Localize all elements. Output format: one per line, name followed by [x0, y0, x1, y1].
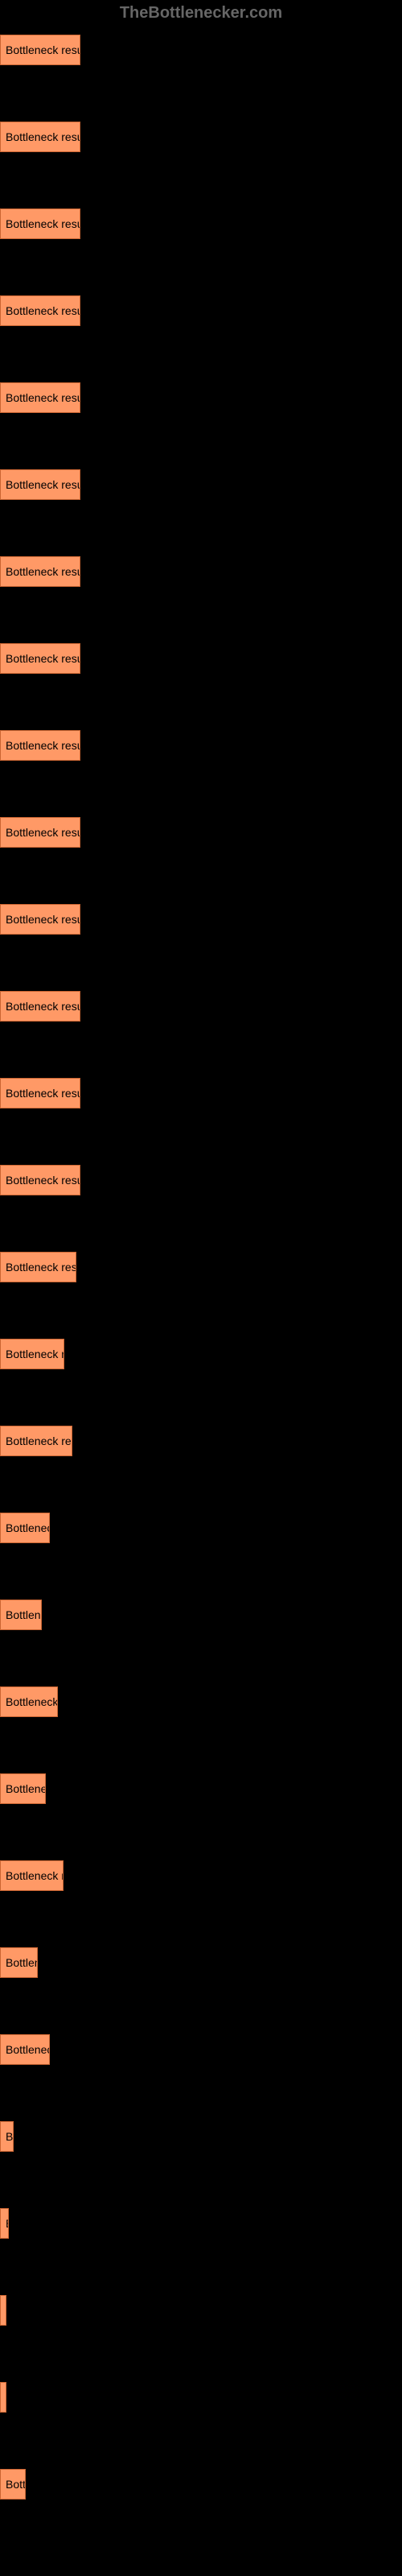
bar-row: Bottleneck result: [0, 295, 402, 326]
bar-row: Bottleneck result: [0, 817, 402, 848]
bar-row: Bottleneck r: [0, 1686, 402, 1717]
chart-bar: Bottleneck result: [0, 35, 80, 65]
bar-row: [0, 2382, 402, 2413]
bar-row: Bottleneck re: [0, 1339, 402, 1369]
bar-row: Bottleneck result: [0, 904, 402, 935]
chart-bar: Bottleneck result: [0, 817, 80, 848]
chart-bar: Bottleneck r: [0, 1686, 58, 1717]
chart-bar: Bottleneck: [0, 1513, 50, 1543]
bar-row: Bottleneck result: [0, 35, 402, 65]
chart-bar: Bottleneck result: [0, 904, 80, 935]
chart-bar: Bottlenec: [0, 1773, 46, 1804]
bar-row: Bottleneck resu: [0, 1426, 402, 1456]
chart-bar: Bottleneck result: [0, 1078, 80, 1108]
chart-bar: Bottl: [0, 2469, 26, 2500]
chart-bar: Bottlen: [0, 1947, 38, 1978]
chart-bar: B: [0, 2208, 9, 2239]
bar-row: Bottleneck: [0, 2034, 402, 2065]
bar-row: Bottleneck result: [0, 208, 402, 239]
chart-bar: [0, 2382, 6, 2413]
chart-bar: Bottleneck result: [0, 295, 80, 326]
chart-bar: Bottleneck result: [0, 730, 80, 761]
bar-row: Bottleneck result: [0, 1252, 402, 1282]
bar-row: Bottleneck result: [0, 469, 402, 500]
chart-bar: [0, 2295, 6, 2326]
bar-row: Bottleneck result: [0, 1165, 402, 1195]
chart-bar: Bottleneck re: [0, 1860, 64, 1891]
bar-row: Bottleneck result: [0, 382, 402, 413]
chart-bar: Bo: [0, 2121, 14, 2152]
chart-bar: Bottleneck result: [0, 122, 80, 152]
bar-row: Bottleneck: [0, 1513, 402, 1543]
chart-bar: Bottleneck: [0, 2034, 50, 2065]
site-header: TheBottlenecker.com: [0, 0, 402, 27]
chart-bar: Bottleneck result: [0, 1165, 80, 1195]
chart-bar: Bottleneck result: [0, 469, 80, 500]
bar-row: Bottl: [0, 2469, 402, 2500]
bar-row: Bottlenec: [0, 1773, 402, 1804]
bar-row: Bottleneck result: [0, 991, 402, 1022]
chart-container: Bottleneck result Bottleneck result Bottle…: [0, 27, 402, 2564]
bar-row: Bottleneck result: [0, 1078, 402, 1108]
bar-row: Bo: [0, 2121, 402, 2152]
bar-row: Bottlene: [0, 1600, 402, 1630]
chart-bar: Bottleneck result: [0, 382, 80, 413]
chart-bar: Bottlene: [0, 1600, 42, 1630]
bar-row: B: [0, 2208, 402, 2239]
chart-bar: Bottleneck result: [0, 1252, 76, 1282]
bar-row: Bottleneck result: [0, 122, 402, 152]
chart-bar: Bottleneck resu: [0, 1426, 72, 1456]
bar-row: Bottleneck re: [0, 1860, 402, 1891]
bar-row: Bottleneck result: [0, 556, 402, 587]
bar-row: Bottlen: [0, 1947, 402, 1978]
chart-bar: Bottleneck result: [0, 643, 80, 674]
bar-row: [0, 2295, 402, 2326]
chart-bar: Bottleneck result: [0, 556, 80, 587]
chart-bar: Bottleneck re: [0, 1339, 64, 1369]
bar-row: Bottleneck result: [0, 730, 402, 761]
bar-row: Bottleneck result: [0, 643, 402, 674]
chart-bar: Bottleneck result: [0, 208, 80, 239]
chart-bar: Bottleneck result: [0, 991, 80, 1022]
